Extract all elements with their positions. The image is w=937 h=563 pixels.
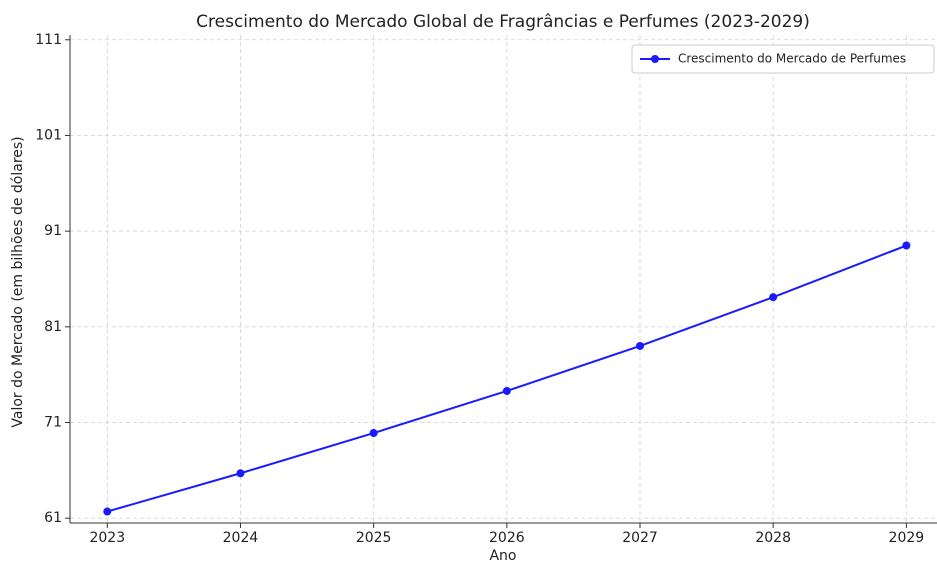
y-tick-label: 81: [44, 319, 62, 335]
x-tick-label: 2024: [223, 530, 259, 546]
point: [236, 469, 245, 478]
y-tick-label: 61: [44, 510, 62, 526]
legend-marker: [651, 55, 659, 63]
x-tick-label: 2023: [89, 530, 125, 546]
x-tick-label: 2028: [755, 530, 791, 546]
point: [369, 429, 378, 438]
y-tick-label: 71: [44, 415, 62, 431]
point: [902, 241, 911, 250]
chart-title: Crescimento do Mercado Global de Fragrân…: [196, 12, 810, 32]
point: [103, 507, 112, 516]
point: [769, 293, 778, 302]
y-tick-label: 101: [35, 127, 62, 143]
legend-box: [631, 44, 935, 74]
x-tick-label: 2029: [889, 530, 925, 546]
point: [502, 386, 511, 395]
y-axis-label: Valor do Mercado (em bilhões de dólares): [10, 136, 26, 427]
legend: Crescimento do Mercado de Perfumes: [631, 44, 935, 74]
legend-label: Crescimento do Mercado de Perfumes: [678, 52, 906, 66]
x-tick-label: 2026: [489, 530, 525, 546]
y-tick-label: 91: [44, 223, 62, 239]
x-tick-label: 2025: [356, 530, 392, 546]
point: [636, 341, 645, 350]
x-axis-label: Ano: [489, 548, 516, 563]
y-tick-label: 111: [35, 32, 62, 48]
x-tick-label: 2027: [622, 530, 658, 546]
